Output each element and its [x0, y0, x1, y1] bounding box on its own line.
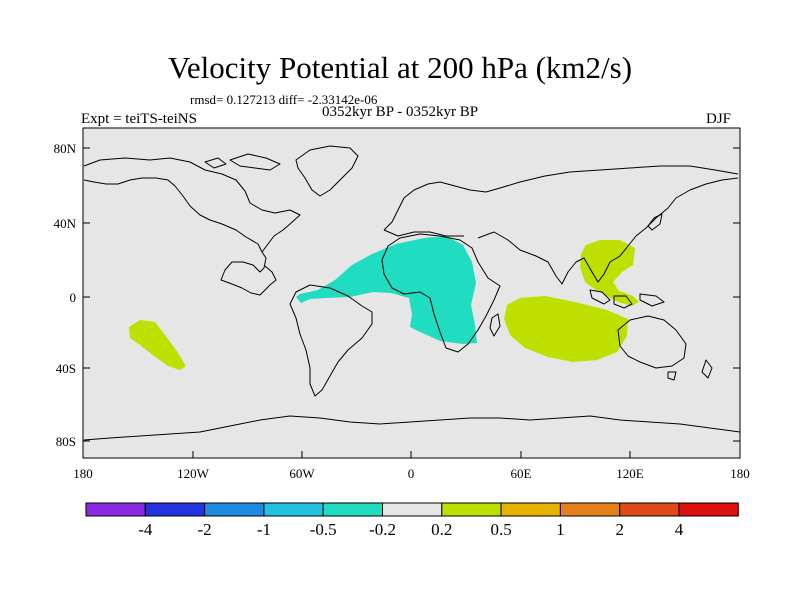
anomaly-south-china-sea: [580, 240, 639, 306]
lon-tick-label: 180: [73, 466, 93, 481]
colorbar-swatch: [85, 502, 146, 517]
anomaly-south-pacific: [129, 320, 186, 370]
chart-title: Velocity Potential at 200 hPa (km2/s): [167, 50, 633, 85]
stats-label: rmsd= 0.127213 diff= -2.33142e-06: [190, 92, 378, 107]
coastline-maritime-continent: [589, 289, 665, 309]
colorbar-swatch: [441, 502, 502, 517]
period-label: 0352kyr BP - 0352kyr BP: [321, 104, 479, 120]
coastline-north-america: [83, 157, 301, 296]
lat-tick-label: 80S: [56, 434, 76, 449]
anomaly-indian-ocean: [504, 296, 628, 362]
coastline-asia: [477, 177, 739, 285]
colorbar-swatch: [144, 502, 206, 517]
colorbar-label: 4: [675, 520, 684, 539]
lon-tick-label: 120E: [616, 466, 644, 481]
coastline-australia: [617, 315, 687, 381]
anomaly-tropical-atlantic-africa: [296, 236, 477, 344]
coastline-africa: [381, 233, 501, 353]
colorbar: -4 -2 -1 -0.5 -0.2 0.2 0.5 1 2 4: [85, 502, 739, 539]
colorbar-label: -0.2: [369, 520, 396, 539]
coastline-europe: [383, 165, 739, 237]
lon-tick-label: 180: [730, 466, 750, 481]
colorbar-label: -4: [138, 520, 153, 539]
colorbar-swatch: [322, 502, 384, 517]
lon-tick-label: 60E: [511, 466, 532, 481]
colorbar-label: 0.5: [490, 520, 511, 539]
experiment-label: Expt = teiTS-teiNS: [81, 111, 197, 127]
coastline-arctic-islands: [204, 153, 281, 171]
lon-tick-label: 0: [408, 466, 415, 481]
colorbar-swatch: [500, 502, 561, 517]
colorbar-swatch: [559, 502, 621, 517]
colorbar-label: 2: [615, 520, 624, 539]
coastline-madagascar: [489, 313, 501, 337]
colorbar-swatch: [382, 502, 443, 517]
coastline-south-america: [289, 284, 373, 397]
colorbar-label: 0.2: [431, 520, 452, 539]
lat-tick-label: 80N: [54, 141, 77, 156]
colorbar-label: -0.5: [310, 520, 337, 539]
colorbar-swatch: [619, 502, 680, 517]
coastline-antarctica: [83, 415, 741, 441]
colorbar-label: -2: [198, 520, 212, 539]
coastline-greenland: [295, 145, 359, 197]
colorbar-label: 1: [556, 520, 565, 539]
colorbar-swatch: [263, 502, 324, 517]
lat-tick-label: 40N: [54, 216, 77, 231]
lon-tick-label: 60W: [289, 466, 315, 481]
lat-tick-label: 40S: [56, 361, 76, 376]
lat-tick-label: 0: [70, 290, 77, 305]
coastline-japan: [647, 213, 663, 231]
colorbar-swatch: [204, 502, 265, 517]
colorbar-swatch: [678, 502, 739, 517]
lon-tick-label: 120W: [177, 466, 210, 481]
season-label: DJF: [705, 111, 731, 127]
colorbar-label: -1: [257, 520, 271, 539]
coastline-new-zealand: [701, 359, 713, 379]
